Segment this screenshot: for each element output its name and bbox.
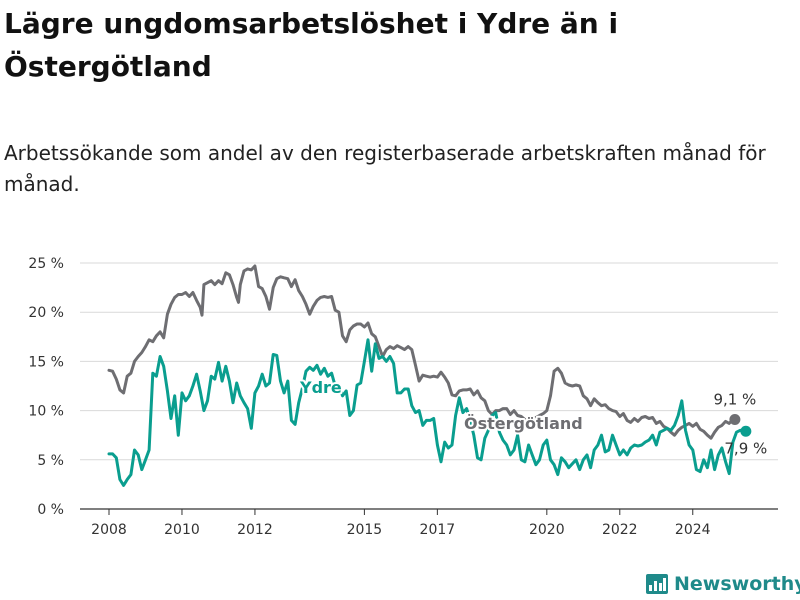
y-tick-label: 0 % xyxy=(37,502,64,518)
x-tick-label: 2024 xyxy=(675,522,711,538)
series-labels: 9,1 % 7,9 % Östergötland Ydre xyxy=(297,376,767,457)
newsworthy-logo[interactable]: Newsworthy xyxy=(646,570,800,598)
series-name-label-ostergotland: Östergötland xyxy=(464,414,583,433)
y-tick-label: 10 % xyxy=(28,404,64,420)
end-point-ydre xyxy=(740,425,752,437)
x-tick-label: 2022 xyxy=(602,522,638,538)
chart-subtitle: Arbetssökande som andel av den registerb… xyxy=(4,141,766,196)
y-tick-label: 5 % xyxy=(37,453,64,469)
y-tick-label: 25 % xyxy=(28,256,64,272)
x-tick-label: 2010 xyxy=(164,522,200,538)
series-line-ydre xyxy=(107,338,746,487)
x-tick-label: 2015 xyxy=(347,522,383,538)
grid-lines xyxy=(80,262,778,510)
end-value-label-ostergotland: 9,1 % xyxy=(713,390,756,408)
x-tick-label: 2017 xyxy=(420,522,456,538)
newsworthy-bar-icon xyxy=(646,574,668,594)
chart-title: Lägre ungdomsarbetslöshet i Ydre än i Ös… xyxy=(4,7,619,83)
y-tick-label: 15 % xyxy=(28,354,64,370)
series-line-ostergotland xyxy=(107,264,735,440)
brand-name: Newsworthy xyxy=(674,573,800,595)
x-tick-label: 2020 xyxy=(529,522,565,538)
series-name-label-ydre: Ydre xyxy=(299,378,342,397)
end-point-ostergotland xyxy=(729,413,741,425)
x-axis: 2008 2010 2012 2015 2017 2020 2022 2024 xyxy=(91,509,711,538)
x-tick-label: 2012 xyxy=(237,522,273,538)
y-axis-tick-labels: 0 % 5 % 10 % 15 % 20 % 25 % xyxy=(28,256,64,518)
x-tick-label: 2008 xyxy=(91,522,127,538)
end-value-label-ydre: 7,9 % xyxy=(724,439,767,457)
y-tick-label: 20 % xyxy=(28,305,64,321)
series-lines xyxy=(107,264,752,487)
